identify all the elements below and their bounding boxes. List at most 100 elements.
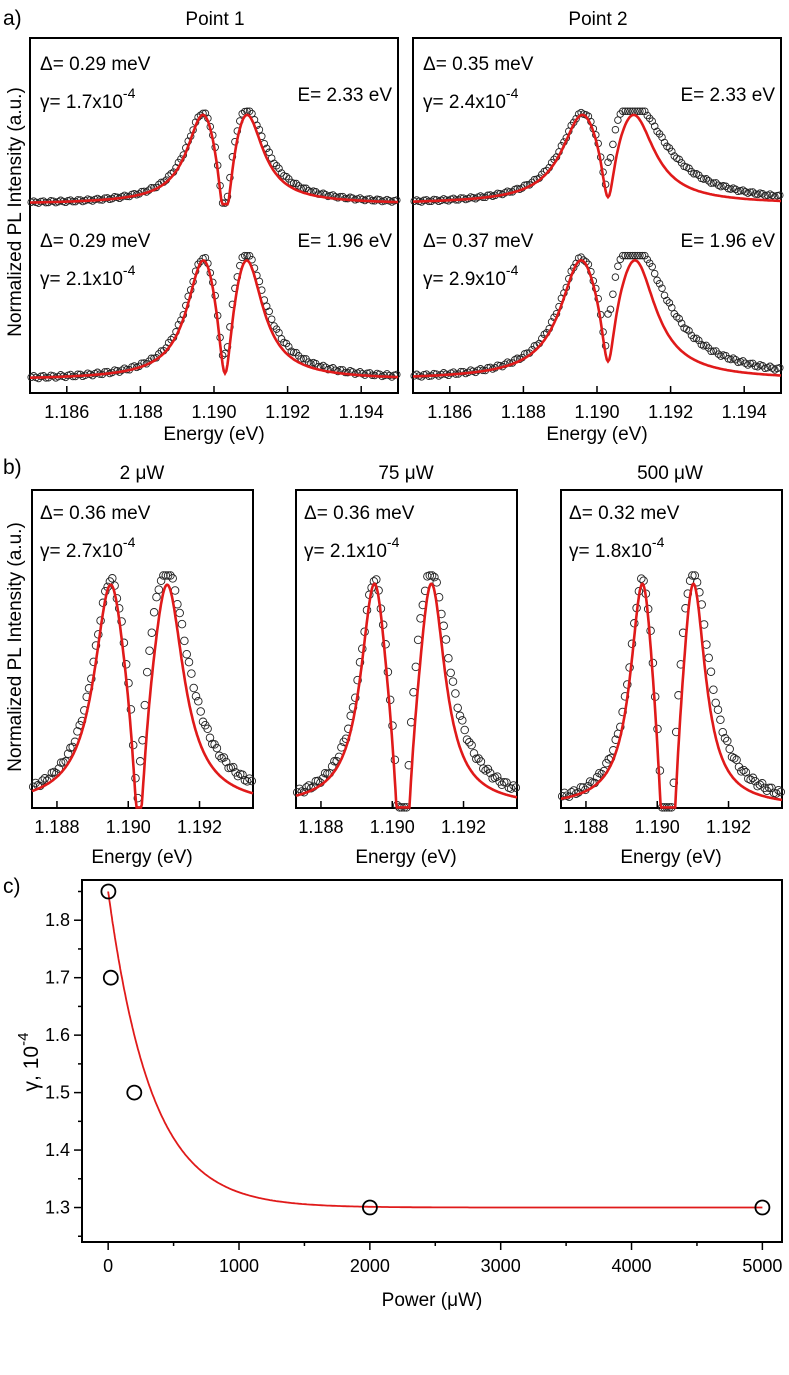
data-point-marker	[623, 107, 632, 115]
x-axis-label: Power (μW)	[382, 1290, 483, 1311]
x-tick-label: 4000	[612, 1256, 652, 1276]
data-point-marker	[474, 754, 483, 763]
plot-frame	[560, 489, 783, 809]
data-point-marker	[432, 578, 441, 587]
upper-gamma-annotation: γ= 1.7x10-4	[40, 85, 136, 113]
data-point-marker	[166, 571, 175, 580]
data-point-marker	[723, 736, 732, 746]
data-point-marker	[731, 355, 740, 364]
data-point-marker	[511, 783, 521, 792]
x-ticks: 1.188 1.190 1.192	[563, 801, 751, 837]
spectrum-upper	[410, 107, 784, 206]
data-point-marker	[205, 733, 215, 743]
upper-energy-annotation: E= 2.33 eV	[297, 85, 392, 106]
data-point-marker	[180, 636, 189, 646]
data-point-marker	[448, 677, 458, 686]
data-point-marker	[506, 784, 516, 793]
panel-b-plot-500uw: 500 μW 1.188 1.190 1.192 Δ= 0.32 meV γ= 1.…	[557, 463, 786, 868]
data-point-marker	[606, 305, 615, 314]
data-point-marker	[692, 577, 702, 587]
data-point	[754, 1199, 771, 1216]
x-axis-label: Energy (eV)	[355, 847, 456, 868]
data-point-marker	[221, 757, 231, 767]
data-point-marker	[741, 359, 750, 367]
delta-annotation: Δ= 0.36 meV	[40, 503, 151, 524]
data-point-marker	[614, 116, 622, 124]
data-point-marker	[187, 669, 196, 678]
x-tick-label: 2000	[350, 1256, 390, 1276]
data-point-marker	[619, 107, 627, 115]
lower-delta-annotation: Δ= 0.37 meV	[423, 231, 534, 252]
data-point-marker	[39, 372, 48, 380]
x-axis-label: Energy (eV)	[91, 847, 192, 868]
data-point-marker	[135, 757, 145, 766]
data-point-marker	[749, 188, 757, 196]
data-markers	[410, 107, 784, 206]
data-point-marker	[91, 641, 101, 650]
x-tick-label: 1.188	[501, 402, 546, 422]
data-point-marker	[713, 705, 723, 715]
data-point-marker	[145, 646, 154, 655]
data-markers	[27, 107, 401, 207]
data-point-marker	[285, 342, 293, 351]
x-tick-label: 1.186	[44, 402, 89, 422]
spectrum-lower	[27, 251, 401, 383]
data-point-marker	[484, 191, 492, 200]
spectrum	[292, 571, 521, 812]
panel-c-label: c)	[3, 875, 21, 898]
data-point-marker	[453, 703, 462, 713]
data-point-marker	[702, 341, 710, 350]
x-tick-label: 1.188	[34, 817, 79, 837]
data-point-marker	[699, 175, 708, 183]
panel-a-plot-point-2: 1.186 1.188 1.190 1.192 1.194 Δ= 0.35 meV γ=…	[410, 37, 784, 445]
data-point-marker	[725, 744, 734, 754]
data-point-marker	[776, 787, 786, 797]
data-point-marker	[707, 179, 715, 187]
data-point-marker	[633, 251, 642, 260]
data-point-marker	[616, 255, 625, 264]
data-point-marker	[614, 262, 622, 270]
panel-a-label: a)	[3, 7, 22, 30]
fit-curve	[31, 583, 254, 809]
data-point-marker	[372, 575, 381, 584]
data-point-marker	[56, 758, 66, 767]
x-axis-label: Energy (eV)	[620, 847, 721, 868]
data-point-marker	[711, 698, 720, 708]
data-point-marker	[275, 164, 283, 173]
data-point-marker	[744, 361, 752, 369]
upper-energy-annotation: E= 2.33 eV	[680, 85, 775, 106]
data-point-marker	[353, 675, 362, 685]
data-point-marker	[668, 303, 676, 312]
data-point-marker	[636, 107, 644, 115]
data-point-marker	[638, 251, 647, 260]
data-point-marker	[294, 182, 303, 190]
data-point-marker	[709, 179, 718, 187]
data-point-marker	[626, 107, 634, 115]
data-point-marker	[277, 335, 286, 343]
data-point-marker	[228, 762, 238, 772]
data-point-marker	[636, 251, 644, 260]
data-point	[361, 1199, 378, 1216]
x-tick-label: 5000	[742, 1256, 782, 1276]
data-point-marker	[177, 619, 187, 629]
data-point-marker	[238, 770, 247, 779]
x-tick-label: 1.190	[635, 817, 680, 837]
data-point-marker	[604, 310, 612, 318]
data-point-marker	[764, 783, 774, 793]
data-point-marker	[729, 354, 737, 362]
data-point-marker	[692, 334, 701, 343]
data-point-marker	[469, 749, 479, 758]
data-point-marker	[245, 252, 254, 260]
data-point-marker	[441, 635, 451, 644]
data-point-marker	[215, 751, 224, 761]
x-ticks: 1.186 1.188 1.190 1.192 1.194	[427, 386, 767, 422]
data-point-marker	[611, 273, 620, 281]
data-point-marker	[147, 628, 157, 637]
x-tick-label: 3000	[481, 1256, 521, 1276]
data-point-marker	[422, 370, 431, 378]
data-point-marker	[430, 195, 438, 204]
data-point-marker	[741, 768, 751, 777]
spectrum	[557, 571, 786, 812]
data-point-marker	[242, 777, 252, 786]
x-tick-label: 1.190	[106, 817, 151, 837]
